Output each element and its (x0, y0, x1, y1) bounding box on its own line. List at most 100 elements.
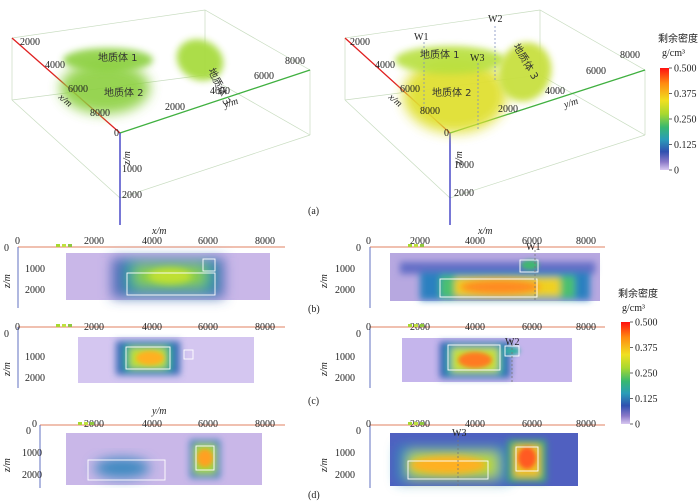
colorbar-unit: g/cm³ (622, 303, 645, 314)
well-w2-label: W2 (505, 337, 519, 348)
h-tick-label: 0 (32, 419, 37, 430)
z-tick-labels: 0 1000 2000 (335, 329, 361, 384)
section-c-left-body-box (183, 349, 194, 360)
box-frame (11, 9, 311, 199)
z-tick-label: 2000 (122, 190, 142, 201)
section-d-left-body-field (94, 458, 150, 478)
section-b-right-body-box (439, 278, 538, 298)
y-tick-label: 2000 (498, 104, 518, 115)
h-tick-label: 2000 (84, 322, 104, 333)
y-tick-label: 4000 (545, 86, 565, 97)
z-tick-labels: 0 1000 2000 (444, 128, 474, 199)
z-tick-labels: 0 1000 2000 (114, 128, 142, 201)
z-tick-label: 0 (356, 243, 361, 254)
colorbar-tick-label: 0 (674, 166, 679, 177)
colorbar-tick-label: 0 (635, 420, 640, 431)
z-tick-labels: 0 1000 2000 (4, 243, 45, 296)
h-tick-label: 4000 (142, 419, 162, 430)
h-tick-labels: 0 2000 4000 6000 8000 (15, 322, 275, 333)
h-tick-label: 0 (15, 236, 20, 247)
colorbar-tick-labels: 0.500 0.375 0.250 0.125 0 (630, 318, 658, 431)
colorbar-tick-label: 0.500 (674, 64, 697, 75)
h-tick-label: 8000 (576, 419, 596, 430)
body-2-blob (60, 62, 150, 114)
z-tick-label: 1000 (122, 164, 142, 175)
section-d-left-body-box (87, 459, 166, 481)
axis-marker (78, 422, 82, 425)
z-axis-title: z/m (454, 151, 465, 166)
z-tick-label: 2000 (25, 373, 45, 384)
section-d-right-core (518, 447, 536, 469)
x-tick-label: 2000 (350, 37, 370, 48)
h-tick-label: 0 (15, 322, 20, 333)
z-tick-labels: 0 1000 2000 (22, 426, 42, 481)
axis-marker (420, 422, 424, 425)
colorbar-tick-label: 0.250 (674, 115, 697, 126)
axis-marker (62, 244, 66, 247)
y-axis-title: y/m (222, 96, 240, 111)
section-b-left-x-title: x/m (151, 226, 166, 237)
well-w1-label: W1 (526, 242, 540, 253)
body-2-label: 地质体 2 (432, 86, 472, 99)
axis-marker (414, 244, 418, 247)
axis-marker (62, 324, 66, 327)
z-axis-title: z/m (2, 274, 13, 289)
z-tick-label: 1000 (454, 160, 474, 171)
z-tick-labels: 0 1000 2000 (4, 329, 45, 384)
well-w3-label: W3 (470, 53, 484, 64)
y-tick-labels: 2000 4000 6000 8000 (165, 56, 305, 113)
colorbar-tick-label: 0.125 (674, 140, 697, 151)
section-d-left: y/m 0 2000 4000 6000 8000 0 1000 2000 z/… (2, 406, 285, 488)
axis-marker (56, 244, 60, 247)
h-tick-label: 8000 (576, 322, 596, 333)
h-tick-label: 6000 (522, 322, 542, 333)
section-d-right: W3 0 2000 4000 6000 8000 0 1000 2000 z/m (319, 419, 605, 488)
h-tick-label: 0 (366, 322, 371, 333)
well-w2-label: W2 (488, 14, 502, 25)
axis-marker (420, 244, 424, 247)
section-c-right-body-box (447, 344, 501, 371)
y-tick-label: 8000 (620, 50, 640, 61)
well-lines (423, 26, 496, 130)
section-d-right-core (410, 456, 486, 474)
z-tick-label: 1000 (22, 448, 42, 459)
z-tick-label: 2000 (22, 470, 42, 481)
body-2-blob (403, 57, 507, 133)
y-axis-title: y/m (562, 96, 580, 111)
h-tick-label: 2000 (410, 322, 430, 333)
h-tick-label: 6000 (522, 236, 542, 247)
section-c-right: W2 0 2000 4000 6000 8000 0 1000 2000 z/m (319, 322, 605, 388)
h-tick-label: 6000 (522, 419, 542, 430)
z-tick-labels: 0 1000 2000 (335, 243, 361, 296)
section-d-right-body-box (407, 460, 489, 480)
h-tick-label: 4000 (465, 419, 485, 430)
axis-marker (90, 422, 94, 425)
h-tick-label: 6000 (198, 322, 218, 333)
z-axis-title: z/m (122, 151, 133, 166)
x-tick-label: 2000 (20, 37, 40, 48)
x-tick-label: 6000 (68, 84, 88, 95)
colorbar-tick-labels: 0.500 0.375 0.250 0.125 0 (669, 64, 697, 177)
colorbar-unit: g/cm³ (662, 48, 685, 59)
h-tick-label: 6000 (198, 419, 218, 430)
section-b-left-core (148, 268, 192, 284)
body-3-blob (498, 42, 552, 102)
section-b-right-core (460, 280, 540, 294)
colorbar-tick-label: 0.375 (674, 89, 697, 100)
z-tick-labels: 0 1000 2000 (335, 426, 361, 481)
x-tick-labels: 2000 4000 6000 8000 (350, 37, 440, 117)
z-tick-label: 1000 (335, 448, 355, 459)
h-tick-labels: 0 2000 4000 6000 8000 (15, 236, 275, 247)
z-tick-label: 2000 (25, 285, 45, 296)
section-b-right-small-core (521, 260, 539, 270)
colorbar-top: 剩余密度 g/cm³ 0.500 0.375 0.250 0.125 0 (658, 32, 698, 177)
h-tick-label: 4000 (465, 236, 485, 247)
z-tick-label: 1000 (25, 264, 45, 275)
axis-marker (414, 324, 418, 327)
colorbar-bottom: 剩余密度 g/cm³ 0.500 0.375 0.250 0.125 0 (618, 287, 658, 431)
panel-label-b: (b) (308, 304, 320, 315)
axis-marker (408, 244, 412, 247)
z-tick-label: 0 (114, 128, 119, 139)
body-1-label: 地质体 1 (98, 51, 138, 64)
colorbar-tick-label: 0.500 (635, 318, 658, 329)
